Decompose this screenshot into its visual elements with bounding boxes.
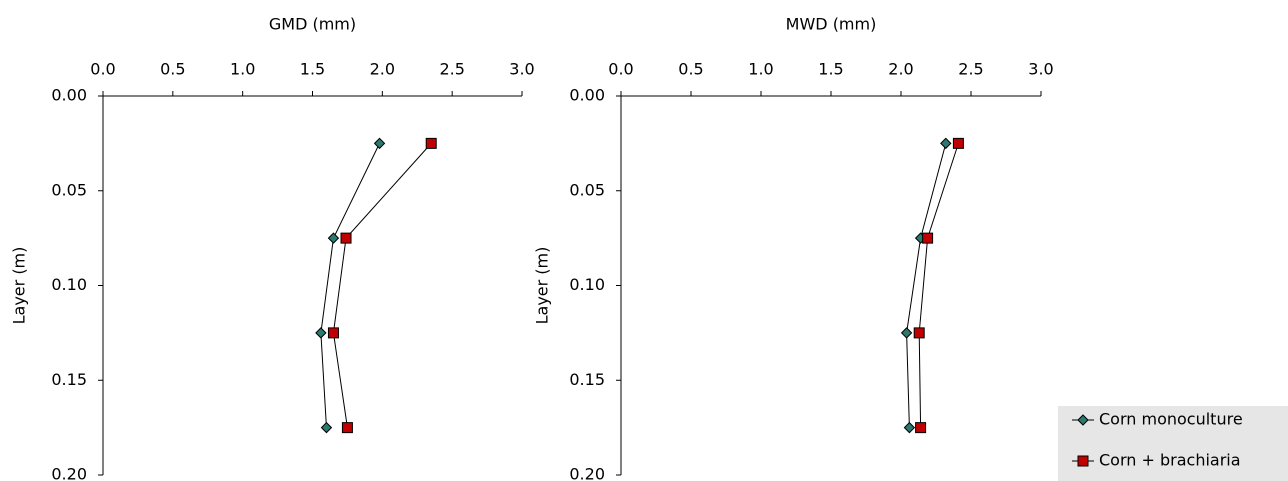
x-tick-label: 1.5	[300, 60, 325, 79]
y-tick-label: 0.10	[51, 275, 87, 294]
marker	[952, 137, 964, 149]
marker	[320, 421, 333, 434]
series-line	[918, 143, 959, 428]
legend-label: Corn + brachiaria	[1099, 451, 1241, 470]
marker	[425, 137, 437, 149]
y-tick-label: 0.05	[51, 180, 87, 199]
x-tick-label: 1.0	[748, 60, 773, 79]
legend-box	[1058, 406, 1288, 481]
x-tick-label: 2.5	[439, 60, 464, 79]
marker	[940, 137, 952, 150]
y-tick-label: 0.00	[51, 86, 87, 105]
marker	[327, 327, 339, 339]
marker	[903, 421, 916, 434]
y-axis-label: Layer (m)	[533, 247, 552, 325]
marker	[327, 232, 340, 244]
legend-label: Corn monoculture	[1099, 410, 1243, 429]
y-tick-label: 0.10	[569, 275, 605, 294]
x-tick-label: 0.5	[160, 60, 185, 79]
marker	[340, 232, 352, 244]
x-tick-label: 3.0	[509, 60, 534, 79]
marker	[913, 327, 925, 339]
y-tick-label: 0.20	[51, 465, 87, 481]
marker	[373, 137, 386, 150]
y-tick-label: 0.15	[569, 370, 605, 389]
y-tick-label: 0.20	[569, 465, 605, 481]
chart-title: MWD (mm)	[786, 15, 877, 34]
x-tick-label: 3.0	[1028, 60, 1053, 79]
marker	[915, 422, 927, 434]
marker	[922, 232, 934, 244]
x-tick-label: 1.0	[230, 60, 255, 79]
legend-marker	[1077, 455, 1089, 467]
x-tick-label: 2.5	[958, 60, 983, 79]
y-tick-label: 0.15	[51, 370, 87, 389]
x-tick-label: 0.5	[678, 60, 703, 79]
series-line	[320, 143, 380, 428]
marker	[315, 327, 327, 339]
series-line	[906, 143, 947, 428]
chart-title: GMD (mm)	[269, 15, 356, 34]
marker	[900, 327, 913, 339]
y-tick-label: 0.05	[569, 180, 605, 199]
x-tick-label: 1.5	[818, 60, 843, 79]
series-line	[332, 143, 432, 428]
y-tick-label: 0.00	[569, 86, 605, 105]
x-tick-label: 0.0	[90, 60, 115, 79]
y-axis-label: Layer (m)	[10, 247, 29, 325]
x-tick-label: 0.0	[608, 60, 633, 79]
marker	[341, 422, 353, 434]
x-tick-label: 2.0	[888, 60, 913, 79]
x-tick-label: 2.0	[370, 60, 395, 79]
legend-marker	[1077, 414, 1089, 426]
